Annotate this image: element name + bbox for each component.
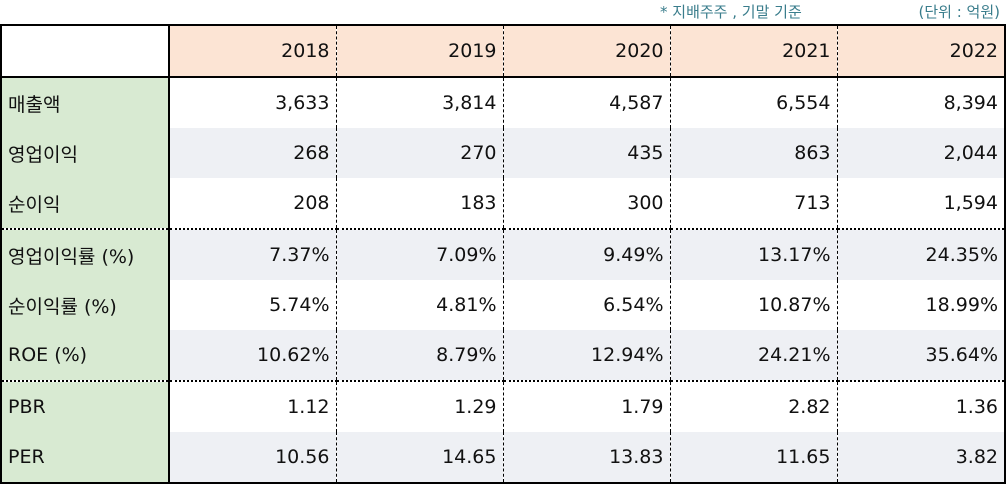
value-cell: 5.74% xyxy=(169,280,337,330)
value-cell: 2.82 xyxy=(670,380,838,432)
year-header: 2021 xyxy=(670,24,838,78)
table-row: ROE (%) 10.62% 8.79% 12.94% 24.21% 35.64% xyxy=(0,330,1006,381)
value-cell: 6,554 xyxy=(670,77,838,128)
unit-note: (단위 : 억원) xyxy=(918,3,1001,21)
value-cell: 12.94% xyxy=(503,330,671,381)
year-header: 2019 xyxy=(336,24,504,78)
row-label: 매출액 xyxy=(0,77,170,128)
value-cell: 35.64% xyxy=(837,330,1006,381)
row-label: PER xyxy=(0,432,170,484)
value-cell: 183 xyxy=(336,178,504,229)
table-row: 매출액 3,633 3,814 4,587 6,554 8,394 xyxy=(0,77,1006,128)
value-cell: 1.12 xyxy=(169,380,337,432)
table-row: 영업이익률 (%) 7.37% 7.09% 9.49% 13.17% 24.35% xyxy=(0,228,1006,280)
value-cell: 1,594 xyxy=(837,178,1006,229)
value-cell: 713 xyxy=(670,178,838,229)
year-header: 2022 xyxy=(837,24,1006,78)
value-cell: 24.21% xyxy=(670,330,838,381)
value-cell: 24.35% xyxy=(837,228,1006,280)
row-label: PBR xyxy=(0,380,170,432)
row-label: ROE (%) xyxy=(0,330,170,381)
value-cell: 11.65 xyxy=(670,432,838,484)
value-cell: 10.62% xyxy=(169,330,337,381)
value-cell: 7.37% xyxy=(169,228,337,280)
value-cell: 6.54% xyxy=(503,280,671,330)
table-row: 순이익 208 183 300 713 1,594 xyxy=(0,178,1006,229)
value-cell: 208 xyxy=(169,178,337,229)
value-cell: 1.36 xyxy=(837,380,1006,432)
value-cell: 10.87% xyxy=(670,280,838,330)
year-header: 2018 xyxy=(169,24,337,78)
value-cell: 863 xyxy=(670,128,838,178)
table-row: 영업이익 268 270 435 863 2,044 xyxy=(0,128,1006,178)
basis-note: * 지배주주 , 기말 기준 xyxy=(660,3,802,21)
value-cell: 7.09% xyxy=(336,228,504,280)
corner-cell xyxy=(0,24,170,78)
value-cell: 270 xyxy=(336,128,504,178)
value-cell: 8,394 xyxy=(837,77,1006,128)
value-cell: 18.99% xyxy=(837,280,1006,330)
header-row: 2018 2019 2020 2021 2022 xyxy=(0,24,1006,78)
row-label: 순이익 xyxy=(0,178,170,229)
value-cell: 1.29 xyxy=(336,380,504,432)
value-cell: 13.17% xyxy=(670,228,838,280)
row-label: 영업이익 xyxy=(0,128,170,178)
value-cell: 2,044 xyxy=(837,128,1006,178)
value-cell: 4.81% xyxy=(336,280,504,330)
value-cell: 10.56 xyxy=(169,432,337,484)
value-cell: 14.65 xyxy=(336,432,504,484)
value-cell: 8.79% xyxy=(336,330,504,381)
financial-table: 2018 2019 2020 2021 2022 매출액 3,633 3,814 4,… xyxy=(0,24,1006,484)
value-cell: 3,814 xyxy=(336,77,504,128)
value-cell: 3,633 xyxy=(169,77,337,128)
table-row: PBR 1.12 1.29 1.79 2.82 1.36 xyxy=(0,380,1006,432)
table-row: PER 10.56 14.65 13.83 11.65 3.82 xyxy=(0,432,1006,484)
value-cell: 1.79 xyxy=(503,380,671,432)
value-cell: 268 xyxy=(169,128,337,178)
row-label: 영업이익률 (%) xyxy=(0,228,170,280)
value-cell: 3.82 xyxy=(837,432,1006,484)
value-cell: 9.49% xyxy=(503,228,671,280)
year-header: 2020 xyxy=(503,24,671,78)
value-cell: 300 xyxy=(503,178,671,229)
row-label: 순이익률 (%) xyxy=(0,280,170,330)
value-cell: 435 xyxy=(503,128,671,178)
value-cell: 4,587 xyxy=(503,77,671,128)
table-row: 순이익률 (%) 5.74% 4.81% 6.54% 10.87% 18.99% xyxy=(0,280,1006,330)
value-cell: 13.83 xyxy=(503,432,671,484)
